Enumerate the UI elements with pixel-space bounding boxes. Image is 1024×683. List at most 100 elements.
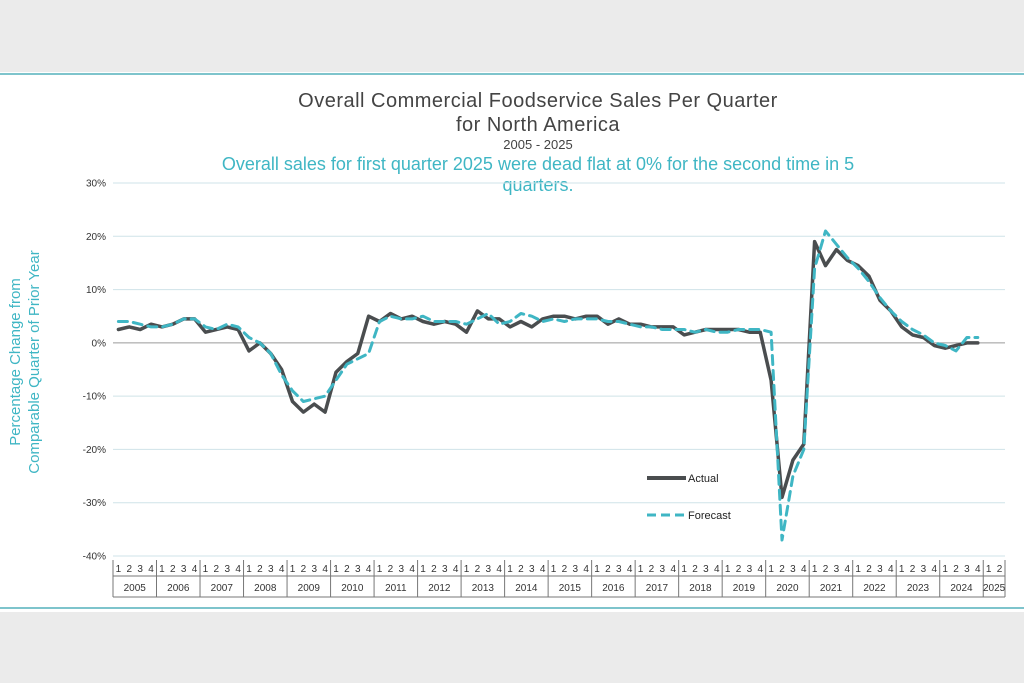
quarter-tick-label: 1 (638, 564, 644, 575)
quarter-tick-label: 1 (812, 564, 818, 575)
quarter-tick-label: 4 (148, 564, 154, 575)
chart-panel (0, 72, 1024, 612)
year-tick-label: 2013 (472, 583, 495, 594)
quarter-tick-label: 2 (823, 564, 829, 575)
quarter-tick-label: 2 (866, 564, 872, 575)
highlight-line1: Overall sales for first quarter 2025 wer… (222, 154, 854, 174)
quarter-tick-label: 2 (127, 564, 133, 575)
quarter-tick-label: 1 (725, 564, 731, 575)
quarter-tick-label: 4 (366, 564, 372, 575)
quarter-tick-label: 2 (562, 564, 568, 575)
y-tick-label: 10% (86, 285, 106, 296)
quarter-tick-label: 4 (409, 564, 415, 575)
quarter-tick-label: 3 (137, 564, 143, 575)
quarter-tick-label: 1 (899, 564, 905, 575)
legend-forecast-label: Forecast (688, 510, 731, 522)
legend-actual-label: Actual (688, 473, 719, 485)
quarter-tick-label: 3 (529, 564, 535, 575)
y-tick-labels: 30% 20% 10% 0% -10% -20% -30% -40% (83, 179, 106, 563)
y-tick-label: -20% (83, 445, 106, 456)
quarter-tick-label: 3 (921, 564, 927, 575)
quarter-tick-label: 1 (594, 564, 600, 575)
quarter-tick-label: 3 (877, 564, 883, 575)
quarter-tick-label: 2 (214, 564, 220, 575)
quarter-tick-label: 2 (736, 564, 742, 575)
quarter-tick-label: 4 (888, 564, 894, 575)
quarter-tick-label: 1 (420, 564, 426, 575)
year-tick-label: 2007 (211, 583, 234, 594)
quarter-tick-label: 1 (681, 564, 687, 575)
year-tick-label: 2015 (559, 583, 582, 594)
quarter-tick-label: 3 (442, 564, 448, 575)
y-tick-label: -40% (83, 552, 106, 563)
legend: Actual Forecast (647, 473, 731, 522)
quarter-tick-label: 2 (910, 564, 916, 575)
quarter-tick-label: 1 (855, 564, 861, 575)
quarter-tick-label: 4 (496, 564, 502, 575)
year-tick-label: 2011 (385, 583, 407, 594)
year-tick-label: 2021 (820, 583, 843, 594)
year-tick-label: 2009 (298, 583, 321, 594)
year-tick-label: 2006 (167, 583, 190, 594)
year-tick-label: 2019 (733, 583, 756, 594)
quarter-tick-label: 2 (953, 564, 959, 575)
quarter-tick-label: 3 (616, 564, 622, 575)
quarter-tick-label: 1 (377, 564, 383, 575)
year-tick-label: 2024 (950, 583, 973, 594)
quarter-tick-label: 2 (649, 564, 655, 575)
quarter-tick-label: 1 (464, 564, 470, 575)
quarter-tick-label: 1 (768, 564, 774, 575)
quarter-tick-label: 4 (932, 564, 938, 575)
quarter-tick-label: 1 (159, 564, 165, 575)
year-tick-label: 2017 (646, 583, 669, 594)
y-axis-label-line1: Percentage Change from (7, 278, 24, 446)
quarter-tick-label: 2 (605, 564, 611, 575)
highlight-line2: quarters. (502, 175, 573, 195)
quarter-tick-label: 4 (453, 564, 459, 575)
quarter-tick-label: 1 (203, 564, 209, 575)
chart-title-line1: Overall Commercial Foodservice Sales Per… (298, 90, 778, 112)
quarter-tick-label: 2 (257, 564, 263, 575)
quarter-tick-label: 2 (301, 564, 307, 575)
quarter-tick-label: 1 (551, 564, 557, 575)
series-lines (116, 229, 980, 542)
quarter-tick-label: 3 (790, 564, 796, 575)
year-tick-label: 2005 (124, 583, 147, 594)
quarter-tick-label: 3 (486, 564, 492, 575)
quarter-tick-label: 4 (279, 564, 285, 575)
quarter-tick-label: 4 (844, 564, 850, 575)
year-tick-label: 2022 (863, 583, 886, 594)
quarter-tick-label: 3 (181, 564, 187, 575)
quarter-tick-label: 2 (475, 564, 481, 575)
year-tick-label: 2023 (907, 583, 930, 594)
quarter-tick-label: 3 (224, 564, 230, 575)
quarter-tick-label: 3 (398, 564, 404, 575)
quarter-tick-label: 1 (507, 564, 513, 575)
quarter-tick-label: 2 (997, 564, 1003, 575)
quarter-tick-label: 3 (268, 564, 274, 575)
forecast-series-line (116, 229, 980, 542)
quarter-tick-label: 3 (834, 564, 840, 575)
quarter-tick-label: 2 (170, 564, 176, 575)
quarter-tick-label: 4 (670, 564, 676, 575)
quarter-tick-label: 1 (290, 564, 296, 575)
quarter-tick-label: 4 (627, 564, 633, 575)
quarter-tick-label: 4 (235, 564, 241, 575)
y-tick-label: 30% (86, 179, 106, 190)
quarter-tick-label: 4 (714, 564, 720, 575)
quarter-tick-label: 3 (703, 564, 709, 575)
year-tick-label: 2010 (341, 583, 364, 594)
quarter-tick-label: 4 (540, 564, 546, 575)
y-axis-label-line2: Comparable Quarter of Prior Year (26, 250, 43, 473)
year-tick-label: 2008 (254, 583, 277, 594)
quarter-tick-label: 2 (779, 564, 785, 575)
year-tick-label: 2020 (776, 583, 799, 594)
quarter-tick-label: 3 (311, 564, 317, 575)
year-tick-label: 2025 (983, 583, 1006, 594)
year-tick-label: 2018 (689, 583, 712, 594)
quarter-tick-label: 1 (986, 564, 992, 575)
year-tick-label: 2012 (428, 583, 451, 594)
quarter-tick-label: 1 (942, 564, 948, 575)
